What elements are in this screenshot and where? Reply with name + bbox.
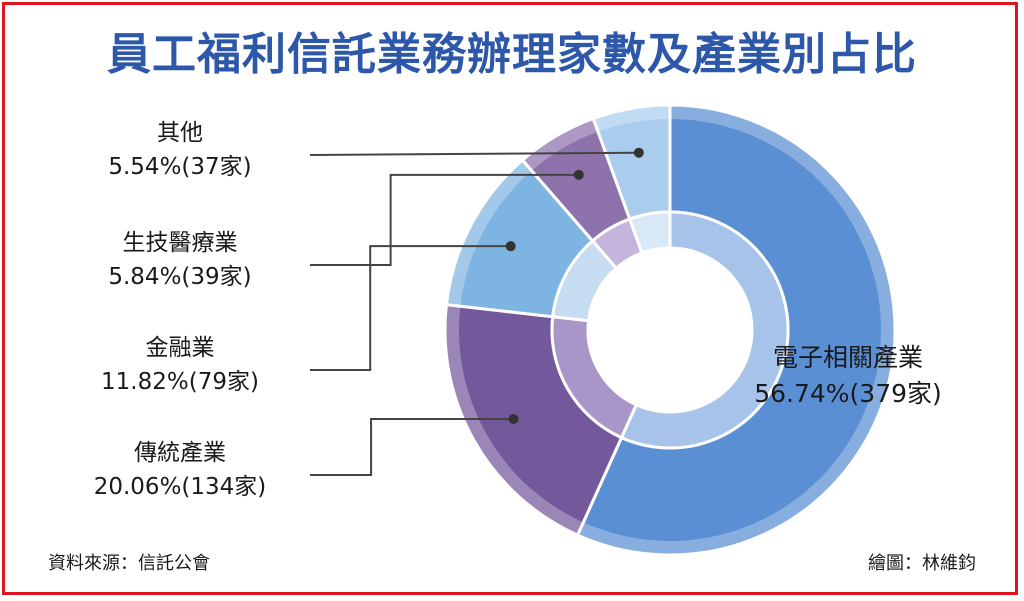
slice-value-4: 5.54%(37家) — [108, 154, 251, 180]
slice-value-1: 20.06%(134家) — [94, 474, 267, 500]
slice-value-0: 56.74%(379家) — [754, 379, 942, 408]
slice-label-1: 傳統產業 — [134, 440, 226, 466]
slice-label-4: 其他 — [157, 120, 203, 146]
slice-value-2: 11.82%(79家) — [101, 369, 259, 395]
slice-value-3: 5.84%(39家) — [108, 264, 251, 290]
leader-dot-4 — [633, 147, 644, 158]
slice-4 — [591, 103, 672, 255]
leader-lines-group — [309, 147, 644, 476]
leader-dot-1 — [508, 413, 519, 424]
slice-label-0: 電子相關產業 — [773, 343, 923, 372]
slice-label-2: 金融業 — [146, 335, 215, 361]
credit-note: 繪圖：林維鈞 — [868, 553, 976, 574]
source-note: 資料來源：信託公會 — [48, 553, 210, 574]
slice-0 — [575, 103, 897, 557]
leader-dot-3 — [573, 169, 584, 180]
slice-rim-3 — [522, 118, 599, 171]
leader-line-4 — [309, 151, 639, 156]
slice-inner-4 — [627, 210, 672, 255]
leader-line-3 — [310, 173, 579, 266]
slice-inner-0 — [619, 210, 790, 450]
chart-title: 員工福利信託業務辦理家數及產業別占比 — [107, 29, 917, 80]
leader-line-2 — [310, 245, 511, 371]
labels-group: 電子相關產業 56.74%(379家) 其他 5.54%(37家) 生技醫療業 5.84%… — [94, 120, 942, 500]
slice-rim-2 — [446, 160, 532, 307]
leader-dot-2 — [505, 241, 516, 252]
slice-label-3: 生技醫療業 — [123, 230, 238, 256]
slice-rim-4 — [593, 105, 670, 132]
chart-frame — [2, 2, 1018, 595]
leader-line-1 — [310, 417, 514, 476]
slices-group — [443, 103, 897, 557]
